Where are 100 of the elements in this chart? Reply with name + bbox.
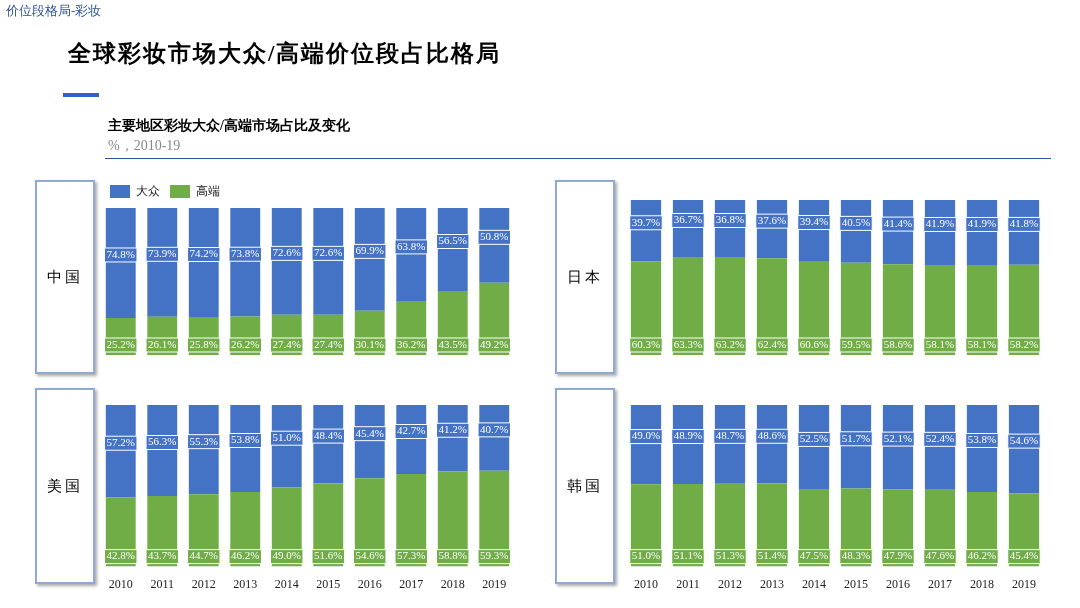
data-label: 41.4% [883,216,913,229]
x-tick-label: 2010 [634,576,658,591]
data-label: 59.5% [841,337,871,350]
data-label: 58.1% [925,337,955,350]
legend-label: 高端 [196,183,220,198]
data-label: 41.8% [1009,217,1039,230]
x-tick-label: 2017 [928,576,952,591]
data-label: 52.1% [883,431,913,444]
data-label: 58.8% [438,549,467,562]
data-label: 51.7% [841,431,871,444]
x-tick-label: 2010 [108,576,133,591]
x-tick-label: 2016 [357,576,382,591]
data-label: 54.6% [355,549,384,562]
data-label: 25.8% [189,337,218,350]
x-tick-label: 2018 [440,576,465,591]
data-label: 47.5% [799,549,829,562]
data-label: 60.3% [631,337,661,350]
legend-label: 大众 [136,183,160,198]
data-label: 69.9% [355,244,384,257]
text: 主要地区彩妆大众/高端市场占比及变化 [108,117,350,135]
data-label: 43.7% [148,549,177,562]
x-tick-label: 2011 [676,576,700,591]
data-label: 48.4% [314,429,343,441]
text: 中国 [35,180,95,374]
text: 价位段格局-彩妆 [6,2,102,20]
data-label: 27.4% [314,337,343,350]
data-label: 53.8% [231,433,260,446]
data-label: 57.3% [397,549,426,562]
data-label: 36.8% [715,213,745,226]
text: 美国 [35,388,95,584]
data-label: 63.3% [673,337,703,350]
data-label: 46.2% [231,549,260,562]
data-label: 43.5% [438,337,467,350]
data-label: 47.9% [883,549,913,562]
data-label: 48.7% [715,429,745,442]
data-label: 51.4% [757,549,787,562]
data-label: 59.3% [480,549,509,562]
data-label: 41.2% [438,423,467,436]
x-tick-label: 2015 [844,576,868,591]
data-label: 39.4% [799,215,829,228]
data-label: 55.3% [189,434,218,447]
data-label: 58.1% [967,337,997,350]
data-label: 39.7% [631,215,661,228]
data-label: 27.4% [272,337,301,350]
data-label: 51.3% [715,549,745,562]
data-label: 52.5% [799,432,829,445]
data-label: 40.7% [480,422,509,435]
data-label: 30.1% [355,337,384,350]
x-tick-label: 2012 [718,576,742,591]
data-label: 73.9% [148,247,177,260]
data-label: 58.2% [1009,337,1039,350]
text: 日本 [555,180,615,374]
data-label: 49.0% [272,549,301,562]
x-tick-label: 2017 [399,576,424,591]
x-tick-label: 2012 [191,576,216,591]
data-label: 60.6% [799,337,829,350]
x-tick-label: 2019 [482,576,507,591]
data-label: 56.5% [438,234,467,247]
text: 韩国 [555,388,615,584]
data-label: 41.9% [925,217,955,230]
data-label: 40.5% [841,216,871,229]
x-tick-label: 2014 [802,576,826,591]
data-label: 51.6% [314,549,343,562]
data-label: 62.4% [757,337,787,350]
x-tick-label: 2018 [970,576,994,591]
data-label: 52.4% [925,432,955,445]
data-label: 42.7% [397,424,426,437]
data-label: 58.6% [883,337,913,350]
x-tick-label: 2016 [886,576,910,591]
data-label: 74.2% [189,247,218,260]
x-tick-label: 2013 [760,576,784,591]
x-tick-label: 2011 [150,576,175,591]
data-label: 37.6% [757,214,787,227]
data-label: 25.2% [106,337,135,350]
data-label: 26.1% [148,337,177,350]
data-label: 63.2% [715,337,745,350]
x-tick-label: 2019 [1012,576,1036,591]
data-label: 42.8% [106,549,135,562]
data-label: 57.2% [106,436,135,449]
data-label: 48.9% [673,429,703,442]
data-label: 51.1% [673,549,703,562]
data-label: 50.8% [480,230,509,243]
data-label: 48.6% [757,429,787,442]
data-label: 46.2% [967,549,997,562]
data-label: 41.9% [967,217,997,230]
data-label: 26.2% [231,337,260,350]
data-label: 49.2% [480,337,509,350]
data-label: 51.0% [631,549,661,562]
text: %，2010-19 [108,137,181,155]
x-tick-label: 2014 [274,576,299,591]
data-label: 74.8% [106,247,135,260]
data-label: 49.0% [631,429,661,442]
text: 全球彩妆市场大众/高端价位段占比格局 [68,40,502,68]
data-label: 36.7% [673,213,703,226]
data-label: 54.6% [1009,434,1039,447]
data-label: 63.8% [397,239,426,252]
data-label: 45.4% [355,426,384,439]
data-label: 36.2% [397,337,426,350]
data-label: 72.6% [272,246,301,259]
data-label: 47.6% [925,549,955,562]
